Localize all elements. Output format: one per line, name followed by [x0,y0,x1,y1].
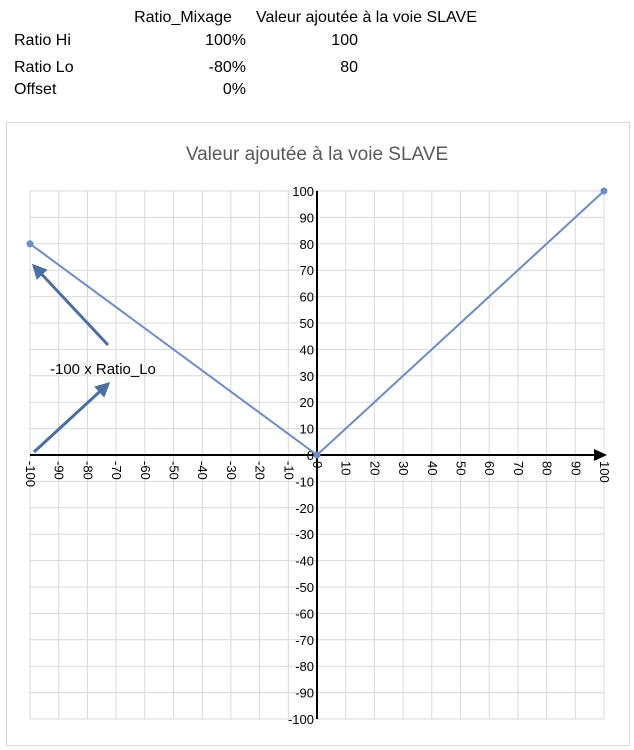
row-valeur-hi-value: 100 [331,32,358,49]
row-valeur-lo-value: 80 [340,59,358,76]
y-tick-label: 60 [300,290,314,305]
y-tick-label: -70 [295,633,314,648]
y-tick-label: 90 [300,210,314,225]
x-tick-label: -40 [195,461,210,480]
x-tick-label: 10 [339,461,354,475]
x-tick-label: 70 [511,461,526,475]
y-tick-label: -40 [295,554,314,569]
x-tick-label: -70 [109,461,124,480]
x-tick-label: -80 [80,461,95,480]
x-tick-label: 100 [597,461,612,483]
y-tick-label: -60 [295,606,314,621]
x-tick-label: 90 [568,461,583,475]
y-tick-label: -10 [295,474,314,489]
x-tick-label: 30 [396,461,411,475]
y-tick-label: 20 [300,395,314,410]
row-ratio-lo-value: -80% [208,59,246,76]
x-tick-label: 40 [425,461,440,475]
series [26,187,608,459]
annotations: -100 x Ratio_Lo [31,263,156,454]
y-tick-label: 10 [300,422,314,437]
x-tick-label: -30 [224,461,239,480]
x-tick-label: 80 [540,461,555,475]
header-valeur-slave: Valeur ajoutée à la voie SLAVE [256,9,477,26]
y-tick-label: 80 [300,237,314,252]
row-label-ratio-lo: Ratio Lo [14,59,74,76]
data-point [600,187,608,195]
x-tick-label: -10 [281,461,296,480]
y-tick-label: -80 [295,659,314,674]
row-offset-value: 0% [222,81,246,98]
y-tick-label: 70 [300,263,314,278]
y-tick-label: -100 [288,712,314,727]
x-tick-label: -50 [167,461,182,480]
y-tick-label: 40 [300,342,314,357]
row-label-ratio-hi: Ratio Hi [14,32,71,49]
y-tick-label: -20 [295,501,314,516]
x-tick-label: 20 [367,461,382,475]
x-tick-label: -90 [52,461,67,480]
y-tick-label: -50 [295,580,314,595]
x-tick-label: -20 [253,461,268,480]
x-axis-arrowhead [594,449,607,461]
y-tick-label: -30 [295,527,314,542]
row-label-offset: Offset [14,81,57,98]
tick-labels: -100-90-80-70-60-50-40-30-20-10010203040… [23,184,612,727]
data-point [313,451,321,459]
row-ratio-hi-value: 100% [205,32,246,49]
x-tick-label: -100 [23,461,38,487]
y-tick-label: 0 [307,448,314,463]
annotation-arrow-diag [32,381,111,454]
y-tick-label: 30 [300,369,314,384]
x-tick-label: 50 [454,461,469,475]
chart-title: Valeur ajoutée à la voie SLAVE [186,144,448,165]
y-tick-label: 100 [292,184,314,199]
y-tick-label: -90 [295,686,314,701]
annotation-label: -100 x Ratio_Lo [50,361,156,378]
annotation-arrow-up [31,263,110,347]
header-ratio-mixage: Ratio_Mixage [134,9,232,26]
x-tick-label: 0 [310,461,325,468]
x-tick-label: -60 [138,461,153,480]
x-tick-label: 60 [482,461,497,475]
data-point [26,240,34,248]
y-tick-label: 50 [300,316,314,331]
